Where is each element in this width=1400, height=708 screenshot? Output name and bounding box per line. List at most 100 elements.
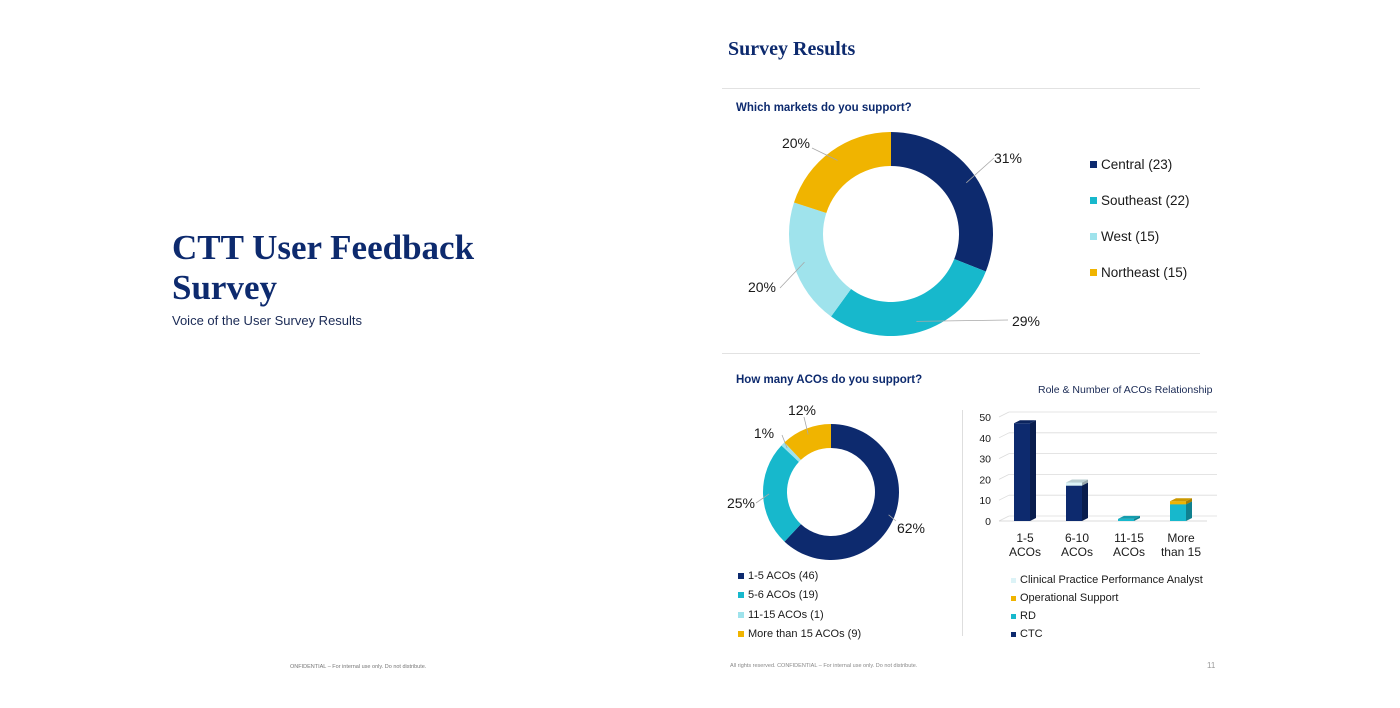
- bar-ctc-1-5-acos: [1014, 423, 1030, 521]
- legend-label: 5-6 ACOs (19): [748, 589, 819, 602]
- markets-legend-northeast-15: Northeast (15): [1090, 254, 1190, 290]
- markets-leader-line: [916, 319, 1009, 322]
- markets-donut-chart: 31% 29% 20% 20%: [748, 132, 1040, 336]
- y-gridline-side: [998, 515, 1010, 522]
- bar-ctc-6-10-acos: [1066, 485, 1082, 521]
- markets-slice-central-23: [891, 132, 993, 272]
- legend-swatch: [1090, 196, 1097, 204]
- bar-rd-more-than-15: [1170, 504, 1186, 521]
- bar-side: [1186, 501, 1192, 521]
- acos-leader-line: [888, 514, 897, 522]
- y-tick-label: 10: [979, 495, 991, 507]
- confidential-note-left: ONFIDENTIAL – For internal use only. Do …: [290, 664, 427, 670]
- bar-top: [1066, 479, 1088, 483]
- x-tick-label: 6-10: [1065, 531, 1089, 545]
- bar-top: [1118, 515, 1140, 519]
- divider-vertical: [962, 410, 963, 636]
- bar-side: [1186, 498, 1192, 505]
- markets-legend-southeast-22: Southeast (22): [1090, 182, 1190, 218]
- legend-label: CTC: [1020, 628, 1043, 640]
- panel-title: Survey Results: [728, 38, 856, 60]
- markets-slice-west-15: [789, 202, 852, 317]
- acos-slice-1-5-acos-46: [784, 424, 899, 560]
- legend-label: 11-15 ACOs (1): [748, 608, 824, 621]
- legend-label: More than 15 ACOs (9): [748, 628, 862, 641]
- markets-data-label: 20%: [782, 135, 810, 151]
- legend-label: Southeast (22): [1101, 192, 1190, 208]
- x-tick-label: than 15: [1161, 545, 1201, 559]
- markets-slice-southeast-22: [831, 259, 986, 336]
- y-gridline-side: [998, 474, 1010, 480]
- confidential-footer: All rights reserved. CONFIDENTIAL – For …: [730, 663, 918, 669]
- legend-swatch: [1090, 268, 1097, 276]
- y-tick-label: 20: [979, 474, 991, 486]
- bar-chart-title: Role & Number of ACOs Relationship: [1038, 384, 1213, 396]
- legend-swatch: [1090, 160, 1097, 168]
- acos-data-label: 25%: [727, 495, 755, 511]
- legend-swatch: [1011, 577, 1016, 583]
- roles-legend: Clinical Practice Performance Analyst Ope…: [1011, 571, 1203, 643]
- acos-slice-more-than-15-acos-9: [784, 424, 831, 460]
- acos-leader-line: [755, 493, 770, 504]
- acos-question: How many ACOs do you support?: [736, 374, 923, 386]
- bar-side: [1030, 420, 1036, 521]
- legend-swatch: [738, 631, 744, 638]
- legend-swatch: [738, 592, 744, 599]
- roles-legend-operational-support: Operational Support: [1011, 589, 1203, 607]
- divider-top: [722, 88, 1200, 89]
- acos-legend-11-15-acos-1: 11-15 ACOs (1): [738, 605, 861, 625]
- markets-question: Which markets do you support?: [736, 102, 912, 114]
- y-tick-label: 0: [985, 516, 991, 528]
- markets-legend: Central (23) Southeast (22) West (15) North…: [1090, 146, 1190, 290]
- y-tick-label: 50: [979, 412, 991, 424]
- divider-middle: [722, 353, 1200, 354]
- bar-clinical-practice-performance-analyst-6-10-acos: [1066, 482, 1082, 486]
- markets-leader-line: [811, 147, 838, 161]
- bar-rd-11-15-acos: [1118, 518, 1134, 521]
- y-gridline-side: [998, 453, 1010, 459]
- markets-slice-northeast-15: [793, 132, 891, 213]
- y-tick-label: 40: [979, 433, 991, 445]
- x-tick-label: ACOs: [1113, 545, 1145, 559]
- legend-swatch: [1011, 595, 1016, 601]
- y-tick-label: 30: [979, 454, 991, 466]
- acos-donut-chart: 62% 25% 1% 12%: [727, 402, 925, 560]
- bar-side: [1134, 515, 1140, 521]
- x-tick-label: ACOs: [1061, 545, 1093, 559]
- legend-swatch: [738, 572, 744, 579]
- bar-side: [1082, 479, 1088, 486]
- roles-legend-ctc: CTC: [1011, 625, 1203, 643]
- acos-leader-line: [781, 434, 788, 449]
- legend-swatch: [1090, 232, 1097, 240]
- legend-swatch: [1011, 613, 1016, 619]
- acos-legend: 1-5 ACOs (46) 5-6 ACOs (19) 11-15 ACOs (1)…: [738, 566, 861, 644]
- markets-legend-central-23: Central (23): [1090, 146, 1190, 182]
- markets-data-label: 29%: [1012, 313, 1040, 329]
- legend-swatch: [1011, 631, 1016, 637]
- legend-swatch: [738, 611, 744, 618]
- markets-data-label: 20%: [748, 279, 776, 295]
- x-tick-label: ACOs: [1009, 545, 1041, 559]
- roles-legend-clinical-practice-performance-analyst: Clinical Practice Performance Analyst: [1011, 571, 1203, 589]
- bar-top: [1170, 498, 1192, 502]
- acos-data-label: 12%: [788, 402, 816, 418]
- bar-operational-support-more-than-15: [1170, 501, 1186, 505]
- acos-legend-more-than-15-acos-9: More than 15 ACOs (9): [738, 625, 861, 645]
- acos-data-label: 1%: [754, 425, 774, 441]
- legend-label: Clinical Practice Performance Analyst: [1020, 574, 1203, 586]
- roles-legend-rd: RD: [1011, 607, 1203, 625]
- legend-label: Operational Support: [1020, 592, 1119, 604]
- markets-leader-line: [965, 157, 995, 184]
- markets-leader-line: [779, 261, 805, 289]
- acos-slice-11-15-acos-1: [781, 442, 801, 462]
- x-tick-label: More: [1167, 531, 1195, 545]
- bar-side: [1082, 482, 1088, 521]
- x-tick-label: 1-5: [1016, 531, 1034, 545]
- legend-label: RD: [1020, 610, 1036, 622]
- y-gridline-side: [998, 411, 1010, 418]
- acos-legend-5-6-acos-19: 5-6 ACOs (19): [738, 586, 861, 606]
- bar-top: [1014, 420, 1036, 424]
- acos-legend-1-5-acos-46: 1-5 ACOs (46): [738, 566, 861, 586]
- y-gridline-side: [998, 432, 1010, 439]
- acos-slice-5-6-acos-19: [763, 445, 801, 542]
